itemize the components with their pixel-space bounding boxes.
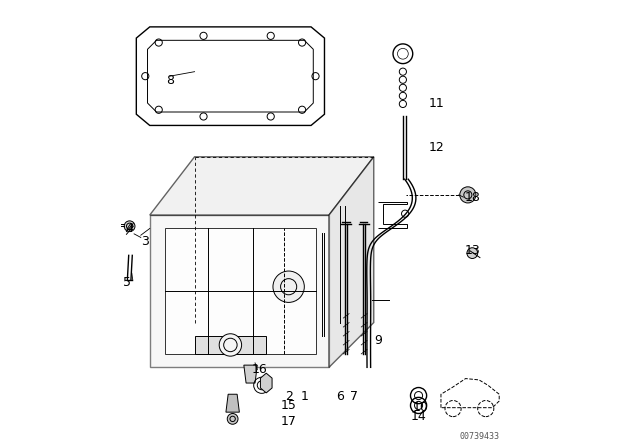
- Text: 15: 15: [281, 399, 296, 412]
- Circle shape: [227, 414, 238, 424]
- Polygon shape: [165, 228, 316, 354]
- Polygon shape: [329, 157, 374, 367]
- Text: 3: 3: [141, 235, 149, 249]
- Polygon shape: [150, 215, 329, 367]
- Text: 8: 8: [166, 74, 174, 87]
- Circle shape: [467, 248, 477, 258]
- Text: 16: 16: [252, 363, 268, 376]
- Polygon shape: [244, 365, 257, 383]
- Text: 2: 2: [285, 390, 292, 403]
- Polygon shape: [226, 394, 239, 412]
- Text: 5: 5: [124, 276, 131, 289]
- Circle shape: [220, 334, 242, 356]
- Polygon shape: [195, 336, 266, 354]
- Text: 9: 9: [374, 334, 382, 347]
- Text: 4: 4: [125, 222, 134, 235]
- Text: 7: 7: [349, 390, 358, 403]
- Text: 13: 13: [465, 244, 480, 258]
- Circle shape: [460, 187, 476, 203]
- Text: 10: 10: [413, 401, 429, 414]
- Circle shape: [124, 221, 135, 232]
- Text: 12: 12: [429, 141, 444, 155]
- Text: 14: 14: [411, 410, 426, 423]
- Circle shape: [273, 271, 305, 302]
- Text: 1: 1: [300, 390, 308, 403]
- Polygon shape: [260, 373, 272, 393]
- Text: 18: 18: [465, 190, 480, 204]
- Text: 00739433: 00739433: [459, 432, 499, 441]
- Polygon shape: [150, 157, 374, 215]
- Text: 6: 6: [336, 390, 344, 403]
- Text: 11: 11: [429, 96, 444, 110]
- Text: 17: 17: [281, 414, 296, 428]
